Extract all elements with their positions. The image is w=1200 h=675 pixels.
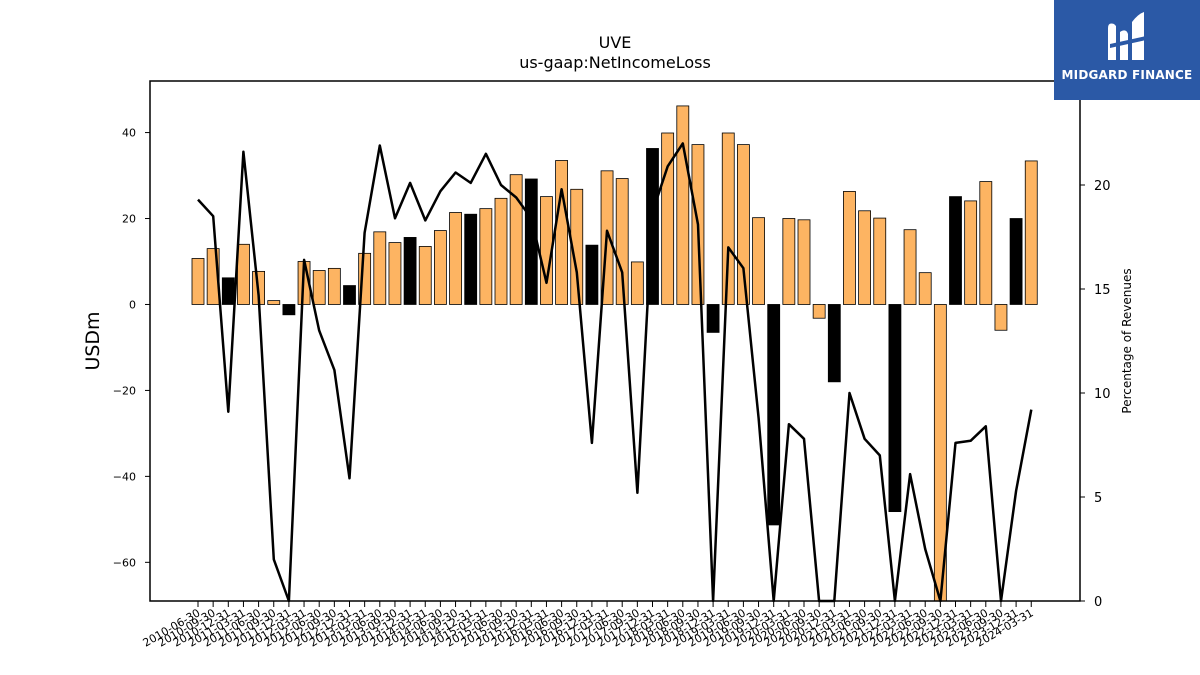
bar	[312, 270, 326, 305]
bar	[676, 105, 690, 305]
bar	[918, 272, 932, 305]
bar	[827, 304, 841, 383]
bar	[615, 178, 629, 305]
bar	[706, 304, 720, 333]
bar	[585, 244, 599, 305]
bar	[570, 188, 584, 305]
y2-tick-label: 10	[1094, 387, 1111, 402]
bar	[782, 218, 796, 305]
chart-title: UVE	[599, 33, 632, 52]
y-axis-right: 0 5 10 15 20	[1080, 179, 1111, 610]
bar	[797, 219, 811, 305]
bar	[964, 200, 978, 305]
bar	[524, 178, 538, 305]
bar	[464, 213, 478, 305]
y-tick-label: −60	[113, 556, 136, 569]
bar	[1009, 218, 1023, 305]
y-tick-label: −40	[113, 470, 136, 483]
bar	[403, 237, 417, 305]
bar	[237, 243, 250, 305]
bar	[555, 160, 568, 305]
bar	[479, 208, 493, 305]
bar	[812, 304, 826, 319]
y-tick-label: 20	[122, 213, 136, 226]
bar	[327, 267, 341, 305]
plot-frame	[149, 80, 1081, 602]
brand-name: MIDGARD FINANCE	[1061, 68, 1193, 82]
bar	[494, 197, 508, 305]
bar	[630, 261, 644, 305]
bar	[418, 246, 432, 305]
bar	[858, 210, 871, 305]
bar	[509, 174, 523, 305]
bar	[949, 196, 962, 305]
y2-tick-label: 15	[1094, 283, 1111, 298]
bar	[994, 304, 1008, 331]
bar	[282, 304, 296, 316]
y-axis-label: USDm	[82, 311, 104, 370]
line-series	[197, 142, 1033, 603]
bar	[903, 229, 917, 305]
x-axis: 2010-06-302010-09-302010-12-312011-03-31…	[141, 601, 1036, 650]
bar	[267, 300, 281, 305]
bar	[433, 230, 447, 305]
bar	[843, 191, 856, 305]
y-tick-label: 40	[122, 127, 136, 140]
y-axis-left: −60 −40 −20 0 20 40	[113, 127, 150, 569]
y-tick-label: 0	[129, 298, 136, 311]
bar	[1024, 160, 1038, 305]
bar-series	[191, 105, 1038, 602]
bar	[752, 217, 765, 305]
bar	[449, 212, 462, 305]
y2-axis-label: Percentage of Revenues	[1120, 268, 1134, 413]
bar	[373, 231, 387, 305]
bar	[343, 285, 356, 305]
y2-tick-label: 20	[1094, 179, 1111, 194]
revenue-percentage-line	[197, 142, 1033, 603]
midgard-logo-icon	[1108, 12, 1146, 60]
bar	[221, 277, 235, 305]
bar	[979, 181, 993, 305]
bar	[873, 217, 887, 305]
bar	[888, 304, 902, 513]
y2-tick-label: 0	[1094, 595, 1102, 610]
y2-tick-label: 5	[1094, 491, 1102, 506]
brand-logo: MIDGARD FINANCE	[1054, 0, 1200, 100]
y-tick-label: −20	[113, 384, 136, 397]
bar	[767, 304, 781, 526]
chart-subtitle: us-gaap:NetIncomeLoss	[519, 53, 711, 72]
bar	[388, 242, 402, 305]
bar	[721, 132, 735, 305]
bar	[191, 258, 205, 305]
